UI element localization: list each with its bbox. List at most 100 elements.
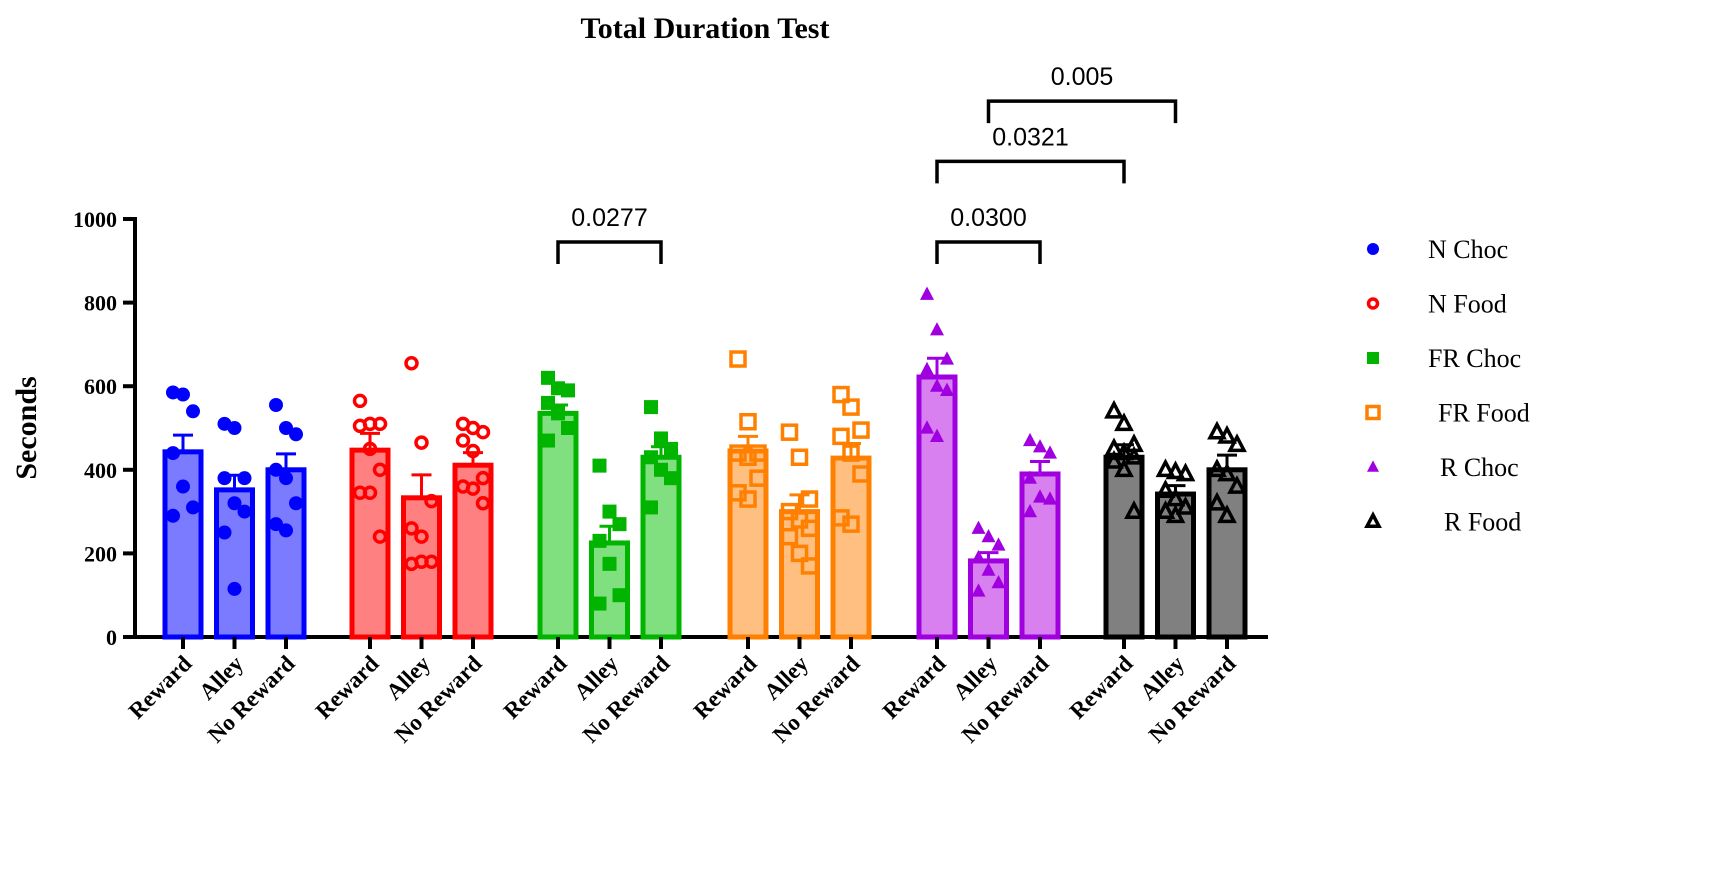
- data-point: [842, 398, 860, 416]
- data-point: [1023, 470, 1037, 484]
- data-point: [475, 470, 491, 486]
- data-point: [1043, 491, 1057, 505]
- data-point: [269, 517, 283, 532]
- data-point: [1114, 412, 1134, 432]
- y-axis-label: Seconds: [10, 376, 43, 479]
- data-point: [780, 423, 799, 441]
- data-point: [217, 525, 232, 540]
- bar: [830, 455, 872, 640]
- data-point: [475, 424, 491, 440]
- data-point: [739, 448, 757, 467]
- data-point: [404, 521, 419, 536]
- significance-bracket: [935, 240, 1042, 264]
- data-point: [227, 581, 242, 596]
- data-point: [465, 443, 481, 459]
- significance-brackets: 0.0277 0.0300 0.0321 0.005: [556, 63, 1178, 264]
- chart-title: Total Duration Test: [581, 12, 830, 45]
- data-point: [729, 350, 747, 368]
- data-point: [1023, 503, 1037, 518]
- data-point: [852, 421, 870, 439]
- data-point: [664, 441, 678, 456]
- legend-item: FR Choc: [1367, 344, 1521, 373]
- legend-label: R Choc: [1440, 453, 1519, 482]
- data-point: [852, 465, 870, 483]
- data-point: [729, 444, 747, 462]
- y-tick-label: 400: [84, 458, 117, 483]
- data-point: [991, 537, 1006, 551]
- legend-item: R Choc: [1367, 453, 1519, 482]
- data-point: [1207, 458, 1227, 478]
- data-point: [800, 519, 819, 538]
- data-point: [561, 421, 575, 435]
- p-value-label: 0.005: [1051, 63, 1114, 91]
- data-point: [1217, 462, 1237, 482]
- data-point: [404, 355, 419, 371]
- legend-item: R Food: [1364, 508, 1521, 537]
- data-point: [1033, 489, 1047, 503]
- data-point: [1033, 439, 1047, 453]
- data-point: [166, 446, 180, 461]
- y-tick-label: 800: [84, 291, 117, 316]
- data-point: [289, 496, 303, 511]
- data-point: [981, 562, 996, 576]
- data-point: [1217, 424, 1237, 444]
- legend-item: N Choc: [1367, 235, 1508, 264]
- legend-item: FR Food: [1365, 399, 1530, 428]
- data-point: [930, 322, 944, 336]
- data-point: [749, 469, 767, 487]
- p-value-label: 0.0277: [571, 204, 647, 232]
- data-point: [592, 596, 607, 611]
- y-tick-label: 1000: [73, 207, 117, 232]
- data-point: [592, 458, 607, 473]
- data-point: [602, 504, 617, 519]
- data-point: [279, 523, 293, 538]
- data-point: [541, 433, 555, 448]
- data-point: [971, 549, 986, 564]
- data-point: [644, 400, 658, 415]
- data-point: [800, 490, 819, 508]
- y-tick-label: 200: [84, 541, 117, 566]
- x-tick-label: Reward: [499, 651, 572, 724]
- data-point: [217, 471, 232, 486]
- data-point: [930, 428, 944, 442]
- p-value-label: 0.0321: [992, 123, 1068, 151]
- data-point: [176, 387, 190, 402]
- data-point: [176, 479, 190, 494]
- data-point: [1043, 445, 1057, 459]
- legend-label: N Choc: [1428, 235, 1508, 264]
- data-point: [465, 481, 481, 496]
- data-point: [455, 433, 471, 448]
- data-point: [842, 444, 860, 462]
- bar: [1103, 454, 1145, 640]
- data-point: [372, 529, 388, 544]
- significance-bracket: [935, 159, 1126, 184]
- data-point: [1124, 500, 1144, 519]
- data-point: [1155, 458, 1176, 478]
- legend-marker-icon: [1367, 352, 1379, 364]
- axes: 0 200 400 600 800 1000: [73, 207, 1268, 650]
- data-point: [372, 416, 388, 432]
- x-tick-label: Reward: [878, 651, 951, 724]
- legend-marker-icon: [1365, 404, 1381, 421]
- data-point: [1217, 504, 1237, 524]
- data-point: [186, 404, 200, 419]
- legend-marker-icon: [1364, 511, 1382, 529]
- data-point: [971, 583, 986, 597]
- data-point: [664, 471, 678, 486]
- data-point: [561, 383, 575, 398]
- bar: [727, 448, 769, 640]
- legend-marker-icon: [1367, 460, 1379, 472]
- data-point: [749, 444, 767, 462]
- data-point: [362, 441, 378, 457]
- data-point: [842, 515, 860, 533]
- data-point: [1207, 420, 1227, 440]
- data-point: [832, 385, 850, 404]
- data-point: [166, 508, 180, 523]
- x-tick-label: Reward: [124, 651, 197, 724]
- data-point: [414, 554, 429, 570]
- data-point: [592, 533, 607, 548]
- data-point: [981, 528, 996, 543]
- data-point: [739, 412, 757, 431]
